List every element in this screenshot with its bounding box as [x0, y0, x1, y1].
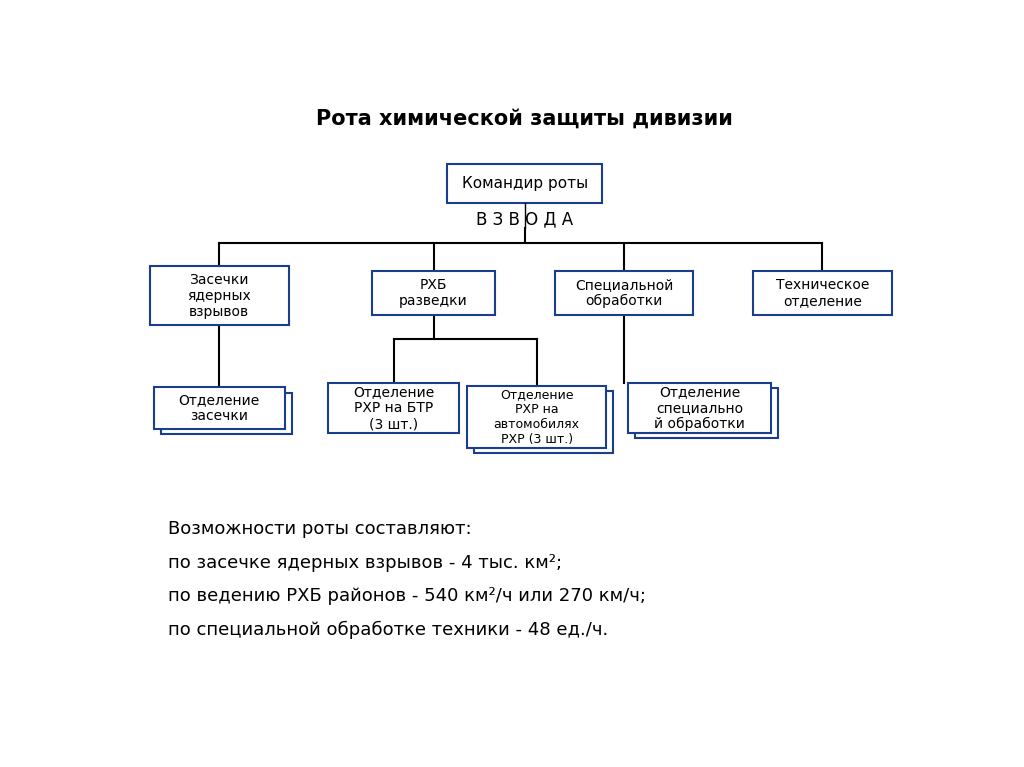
Text: РХБ
разведки: РХБ разведки	[399, 278, 468, 308]
FancyBboxPatch shape	[753, 271, 892, 315]
Text: Командир роты: Командир роты	[462, 176, 588, 191]
Text: по засечке ядерных взрывов - 4 тыс. км²;: по засечке ядерных взрывов - 4 тыс. км²;	[168, 554, 562, 571]
FancyBboxPatch shape	[635, 388, 778, 439]
FancyBboxPatch shape	[628, 383, 771, 433]
FancyBboxPatch shape	[474, 391, 613, 453]
Text: по ведению РХБ районов - 540 км²/ч или 270 км/ч;: по ведению РХБ районов - 540 км²/ч или 2…	[168, 588, 646, 605]
Text: Отделение
специально
й обработки: Отделение специально й обработки	[654, 385, 744, 431]
Text: по специальной обработке техники - 48 ед./ч.: по специальной обработке техники - 48 ед…	[168, 621, 608, 639]
FancyBboxPatch shape	[161, 393, 292, 434]
Text: Техническое
отделение: Техническое отделение	[776, 278, 869, 308]
Text: Отделение
засечки: Отделение засечки	[178, 393, 260, 423]
Text: Рота химической защиты дивизии: Рота химической защиты дивизии	[316, 109, 733, 129]
FancyBboxPatch shape	[329, 383, 460, 433]
Text: В З В О Д А: В З В О Д А	[476, 210, 573, 229]
Text: Возможности роты составляют:: Возможности роты составляют:	[168, 520, 471, 538]
Text: Отделение
РХР на
автомобилях
РХР (3 шт.): Отделение РХР на автомобилях РХР (3 шт.)	[494, 388, 580, 446]
FancyBboxPatch shape	[150, 266, 289, 325]
FancyBboxPatch shape	[447, 164, 602, 202]
Text: Засечки
ядерных
взрывов: Засечки ядерных взрывов	[187, 272, 251, 319]
FancyBboxPatch shape	[372, 271, 495, 315]
Text: Специальной
обработки: Специальной обработки	[574, 278, 673, 308]
FancyBboxPatch shape	[555, 271, 693, 315]
Text: Отделение
РХР на БТР
(3 шт.): Отделение РХР на БТР (3 шт.)	[353, 385, 434, 431]
FancyBboxPatch shape	[467, 386, 606, 448]
FancyBboxPatch shape	[154, 387, 285, 429]
